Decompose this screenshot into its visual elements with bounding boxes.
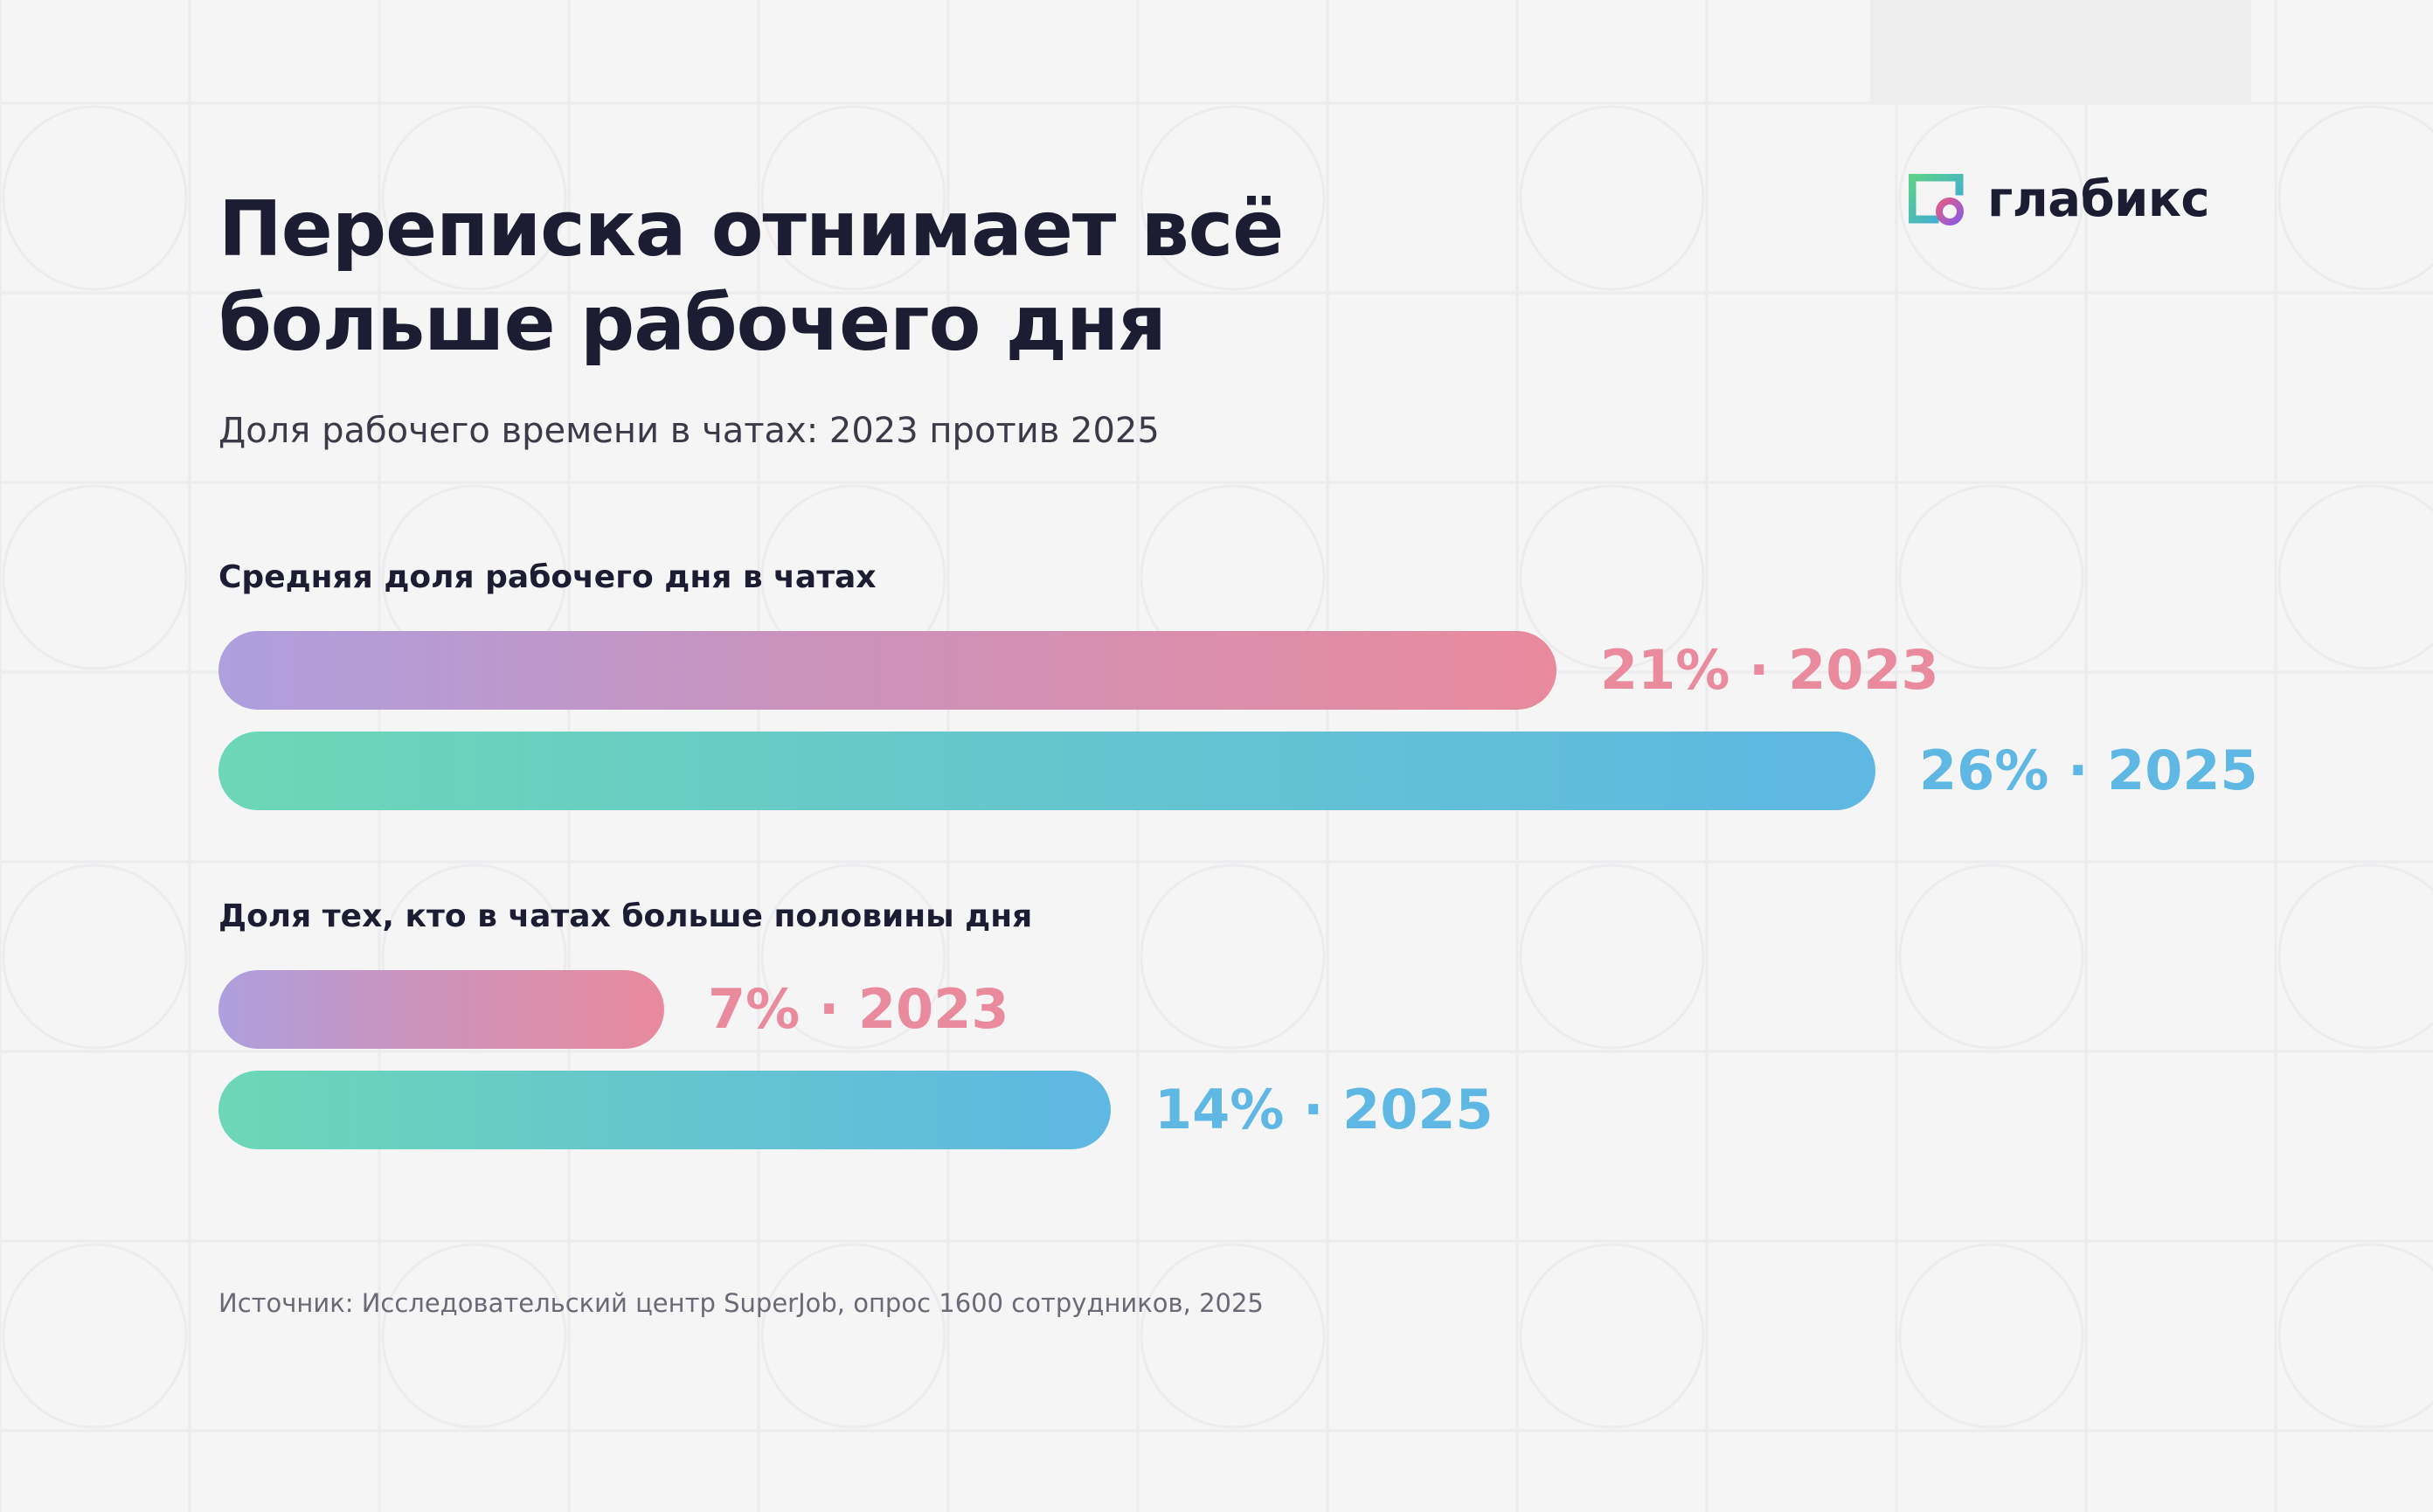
glabix-logo-icon [1909, 173, 1964, 225]
bar-value-label: 26% · 2025 [1919, 739, 2258, 802]
source-note: Источник: Исследовательский центр SuperJ… [218, 1288, 1264, 1318]
bar-value-label: 21% · 2023 [1600, 638, 1939, 702]
bar-2023 [218, 631, 1556, 710]
bar-value-label: 7% · 2023 [708, 977, 1009, 1041]
page-title: Переписка отнимает всё больше рабочего д… [218, 184, 1284, 368]
bar-value-label: 14% · 2025 [1154, 1078, 1494, 1141]
group-title: Средняя доля рабочего дня в чатах [218, 559, 877, 595]
bar-2025 [218, 732, 1875, 810]
page-subtitle: Доля рабочего времени в чатах: 2023 прот… [218, 411, 1160, 451]
brand-name: глабикс [1987, 171, 2210, 228]
bar-2025 [218, 1071, 1111, 1149]
bar-2023 [218, 970, 664, 1049]
group-title: Доля тех, кто в чатах больше половины дн… [218, 898, 1033, 934]
brand-logo: глабикс [1909, 171, 2210, 228]
